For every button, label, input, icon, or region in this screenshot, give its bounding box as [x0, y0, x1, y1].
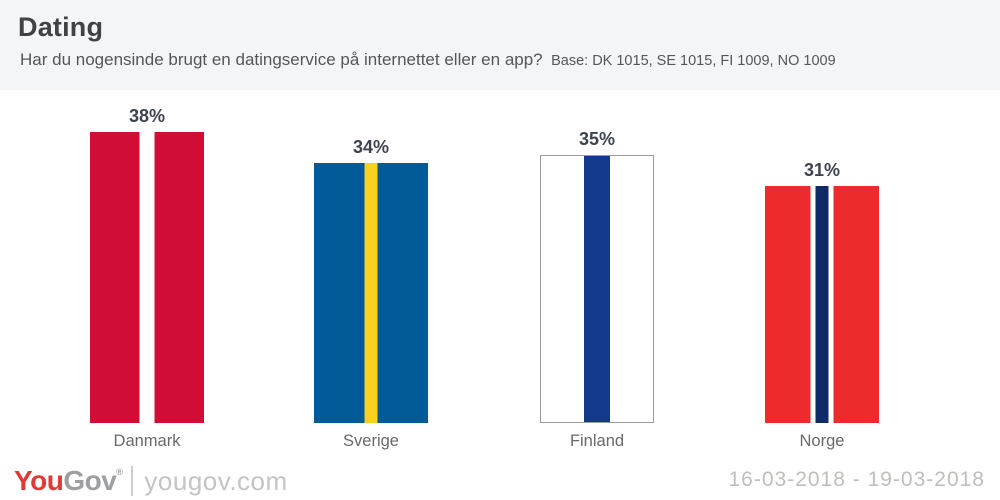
logo-wordmark: YouGov®: [14, 465, 123, 497]
bar-group-danmark: 38% Danmark: [90, 106, 204, 450]
flag-stripes: [584, 156, 610, 422]
sample-base-note: Base: DK 1015, SE 1015, FI 1009, NO 1009: [551, 53, 836, 69]
flag-stripe: [584, 156, 610, 422]
page-title: Dating: [18, 12, 104, 42]
flag-bar: [765, 186, 879, 423]
value-label: 38%: [128, 106, 166, 127]
country-label: Sverige: [343, 432, 399, 450]
survey-question: Har du nogensinde brugt en datingservice…: [20, 50, 543, 69]
value-label: 35%: [578, 129, 616, 150]
bar-group-finland: 35% Finland: [540, 129, 654, 450]
yougov-logo[interactable]: YouGov® yougov.com: [14, 464, 288, 498]
flag-stripes: [810, 186, 834, 423]
logo-divider: [131, 466, 134, 496]
flag-stripe: [815, 186, 829, 423]
bar-group-norge: 31% Norge: [765, 160, 879, 450]
flag-bar: [314, 163, 428, 423]
subtitle-row: Har du nogensinde brugt en datingservice…: [20, 50, 982, 70]
country-label: Danmark: [113, 432, 181, 450]
flag-stripe: [810, 186, 816, 423]
flag-stripes: [364, 163, 378, 423]
logo-gov: Gov: [63, 465, 117, 496]
value-label: 31%: [803, 160, 841, 181]
website-link[interactable]: yougov.com: [144, 465, 288, 496]
value-label: 34%: [352, 137, 390, 158]
report-header: Dating Har du nogensinde brugt en dating…: [0, 0, 1000, 90]
flag-stripe: [364, 163, 378, 423]
registered-trademark-mark: ®: [116, 467, 123, 477]
flag-stripes: [139, 132, 155, 423]
flag-stripe: [139, 132, 155, 423]
fieldwork-dates: 16-03-2018 - 19-03-2018: [728, 468, 985, 491]
flag-bar: [540, 155, 654, 423]
country-label: Norge: [799, 432, 845, 450]
bar-group-sverige: 34% Sverige: [314, 137, 428, 450]
country-label: Finland: [569, 432, 625, 450]
logo-you: You: [14, 465, 64, 496]
flag-bar: [90, 132, 204, 423]
flag-stripe: [828, 186, 834, 423]
